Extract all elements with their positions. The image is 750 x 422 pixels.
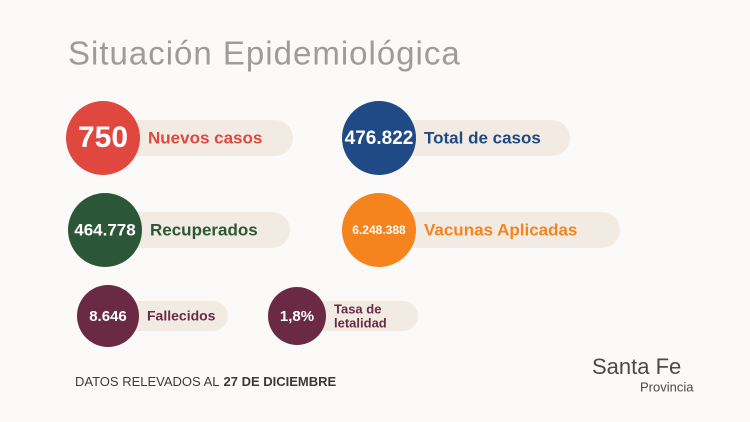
stat-pill bbox=[379, 212, 620, 248]
footer: DATOS RELEVADOS AL 27 DE DICIEMBRE bbox=[75, 374, 337, 389]
stat-label: Vacunas Aplicadas bbox=[424, 220, 577, 239]
stat-pill bbox=[379, 120, 570, 156]
stat-circle bbox=[66, 101, 140, 175]
stat-value: 6.248.388 bbox=[352, 223, 406, 237]
stat-circle bbox=[268, 287, 326, 345]
stat-value: 8.646 bbox=[89, 308, 127, 325]
title: Situación Epidemiológica bbox=[68, 35, 461, 72]
footer-date: 27 DE DICIEMBRE bbox=[224, 374, 337, 389]
stat-value: 476.822 bbox=[345, 128, 414, 149]
logo-name: Santa Fe bbox=[592, 354, 681, 379]
logo-sub: Provincia bbox=[640, 379, 694, 394]
stat-label: Tasa de bbox=[334, 301, 381, 316]
stat-label: Fallecidos bbox=[147, 308, 216, 324]
stat-circle bbox=[342, 101, 416, 175]
stat-circle bbox=[77, 285, 139, 347]
stat-pill bbox=[103, 120, 293, 156]
stat-value: 1,8% bbox=[280, 308, 314, 325]
stat-circle bbox=[342, 193, 416, 267]
footer-prefix: DATOS RELEVADOS AL bbox=[75, 374, 220, 389]
stat-label: Recuperados bbox=[150, 220, 258, 239]
stat-circle bbox=[68, 193, 142, 267]
stat-label: Total de casos bbox=[424, 128, 541, 147]
stat-pill bbox=[297, 301, 418, 331]
stat-label: Nuevos casos bbox=[148, 128, 262, 147]
stat-pill bbox=[105, 212, 290, 248]
stat-value: 464.778 bbox=[74, 220, 135, 239]
stat-label: letalidad bbox=[334, 315, 387, 330]
stat-value: 750 bbox=[78, 121, 128, 154]
